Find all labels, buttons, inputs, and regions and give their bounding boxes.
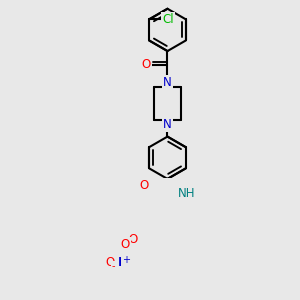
Text: +: + — [122, 255, 130, 265]
Text: O: O — [141, 58, 151, 71]
Text: O: O — [121, 238, 130, 251]
Text: N: N — [163, 76, 172, 89]
Text: NH: NH — [178, 187, 195, 200]
Text: -: - — [112, 261, 116, 272]
Text: O: O — [129, 232, 138, 246]
Text: N: N — [118, 256, 128, 269]
Text: O: O — [105, 256, 115, 269]
Text: N: N — [163, 118, 172, 130]
Text: Cl: Cl — [162, 13, 174, 26]
Text: O: O — [140, 179, 149, 192]
